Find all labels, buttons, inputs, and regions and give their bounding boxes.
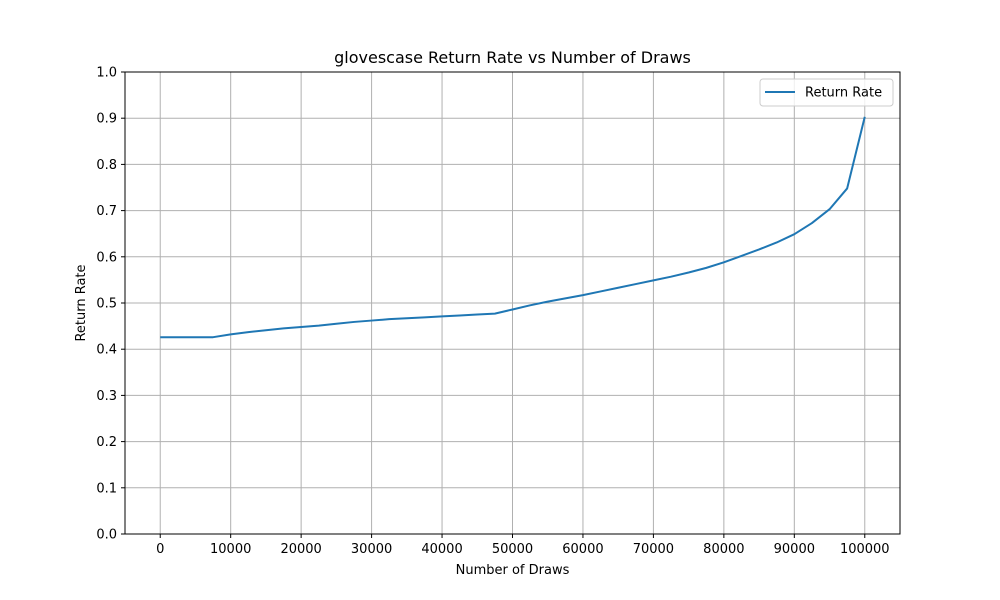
x-tick-label: 0 bbox=[156, 542, 164, 557]
x-tick-label: 60000 bbox=[562, 542, 603, 557]
x-tick-label: 100000 bbox=[840, 542, 890, 557]
legend-box bbox=[759, 78, 894, 107]
y-tick-label: 0.6 bbox=[96, 250, 117, 265]
ticks: 0 10000 20000 30000 40000 50000 60000 70000 8000… bbox=[96, 66, 889, 558]
x-tick-label: 30000 bbox=[351, 542, 392, 557]
legend-label-return-rate: Return Rate bbox=[805, 86, 882, 101]
x-tick-label: 80000 bbox=[703, 542, 744, 557]
y-tick-label: 0.1 bbox=[96, 481, 117, 496]
y-tick-label: 0.5 bbox=[96, 297, 117, 312]
legend: Return Rate bbox=[759, 78, 894, 107]
x-tick-label: 50000 bbox=[492, 542, 533, 557]
series-line-return-rate bbox=[160, 116, 866, 339]
x-tick-label: 10000 bbox=[210, 542, 251, 557]
y-tick-label: 0.9 bbox=[96, 112, 117, 127]
y-tick-label: 0.3 bbox=[96, 389, 117, 404]
y-tick-label: 0.2 bbox=[96, 435, 117, 450]
x-tick-label: 70000 bbox=[633, 542, 674, 557]
y-tick-label: 0.4 bbox=[96, 343, 117, 358]
chart-title: glovescase Return Rate vs Number of Draw… bbox=[334, 48, 691, 67]
x-axis-label: Number of Draws bbox=[456, 563, 570, 578]
x-tick-label: 90000 bbox=[774, 542, 815, 557]
y-axis-label: Return Rate bbox=[74, 264, 89, 341]
x-tick-label: 20000 bbox=[280, 542, 321, 557]
x-tick-label: 40000 bbox=[421, 542, 462, 557]
y-tick-label: 1.0 bbox=[96, 66, 117, 81]
y-tick-label: 0.8 bbox=[96, 158, 117, 173]
series-layer bbox=[160, 116, 866, 339]
y-tick-label: 0.0 bbox=[96, 528, 117, 543]
y-tick-label: 0.7 bbox=[96, 204, 117, 219]
